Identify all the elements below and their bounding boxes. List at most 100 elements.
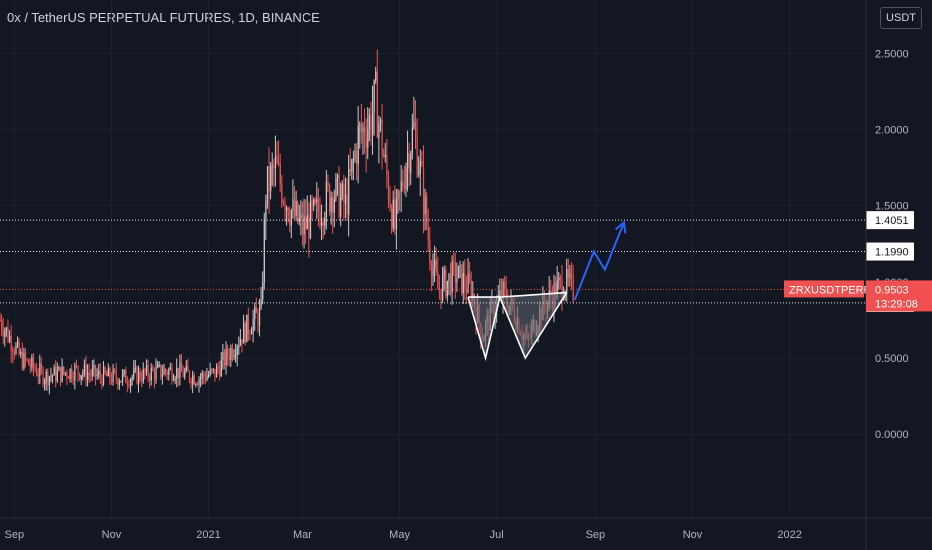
candle-body <box>435 259 437 273</box>
time-axis[interactable]: Sep Nov 2021 Mar May Jul Sep Nov 2022 <box>0 517 932 541</box>
candle-body <box>180 362 183 372</box>
candle-body <box>223 352 226 366</box>
candle-body <box>47 371 49 385</box>
candle-body <box>32 357 35 368</box>
candle-body <box>118 382 121 386</box>
candle-body <box>400 181 402 192</box>
candle-body <box>448 273 450 281</box>
candle-body <box>244 322 246 343</box>
candle-body <box>13 352 16 354</box>
candle-body <box>262 282 264 300</box>
symbol-tag-box <box>784 280 864 298</box>
grid-lines <box>0 0 866 518</box>
candle-body <box>410 154 412 173</box>
candle-body <box>26 359 28 361</box>
projection-path[interactable] <box>573 222 625 301</box>
candle-body <box>231 348 234 358</box>
candle-body <box>58 367 60 371</box>
candle-body <box>79 373 81 380</box>
pattern-triangle <box>499 292 567 359</box>
candle-body <box>427 225 429 241</box>
candle-body <box>461 264 463 294</box>
candle-body <box>434 259 436 268</box>
candle-body <box>453 261 455 263</box>
candle-body <box>246 314 248 343</box>
candle-body <box>311 200 313 207</box>
candle-body <box>281 183 283 203</box>
price-tick-label: 0.5000 <box>875 353 909 365</box>
candle-body <box>370 115 372 135</box>
candle-body <box>268 166 270 192</box>
candle-body <box>572 274 574 300</box>
time-tick-label: Sep <box>586 529 606 541</box>
candle-body <box>411 127 414 155</box>
candle-body <box>407 153 409 168</box>
candle-body <box>184 371 186 377</box>
candle-body <box>193 375 195 385</box>
candle-body <box>426 196 428 226</box>
candle-body <box>112 369 114 382</box>
candle-body <box>438 289 441 291</box>
candle-body <box>77 365 79 374</box>
candle-body <box>75 365 78 367</box>
candle-body <box>71 369 73 379</box>
candle-body <box>216 366 218 378</box>
candle-body <box>392 199 394 229</box>
candle-body <box>276 155 278 164</box>
candle-body <box>445 269 447 297</box>
candle-body <box>287 207 289 220</box>
candle-body <box>321 222 323 226</box>
candle-body <box>7 327 9 342</box>
price-tick-label: 2.0000 <box>875 125 909 137</box>
candle-body <box>80 375 82 380</box>
candle-body <box>155 367 157 380</box>
candle-body <box>110 378 113 382</box>
candle-body <box>236 347 238 356</box>
candle-body <box>249 332 251 335</box>
candle-body <box>376 71 378 138</box>
time-tick-label: Nov <box>683 529 703 541</box>
currency-button[interactable]: USDT <box>880 7 922 29</box>
candle-body <box>123 370 125 374</box>
candle-body <box>421 160 423 166</box>
projection-arrow[interactable] <box>573 220 627 301</box>
candle-body <box>429 240 431 265</box>
time-tick-label: Nov <box>102 529 122 541</box>
candle-body <box>204 376 207 381</box>
candle-body <box>367 129 369 148</box>
price-tags: ZRXUSDTPERP 0.9503 13:29:08 <box>0 280 932 312</box>
symbol-tag: ZRXUSDTPERP <box>789 284 871 296</box>
candle-body <box>271 165 273 167</box>
candle-body <box>50 375 52 377</box>
candle-body <box>174 378 176 380</box>
candle-body <box>168 369 170 375</box>
candle-body <box>163 369 165 375</box>
candle-body <box>122 373 124 381</box>
candle-body <box>106 373 108 377</box>
candle-body <box>386 154 388 176</box>
candle-body <box>270 166 272 192</box>
candle-body <box>457 265 460 279</box>
candle-body <box>177 367 179 379</box>
price-tick-label: 2.5000 <box>875 48 909 60</box>
candle-body <box>252 319 254 334</box>
candle-body <box>40 363 43 370</box>
candle-body <box>171 367 173 381</box>
candle-body <box>98 371 100 375</box>
candle-body <box>217 366 219 369</box>
candle-body <box>432 267 434 276</box>
candle-body <box>416 133 418 175</box>
candle-body <box>195 383 197 385</box>
candle-body <box>569 273 571 278</box>
candle-body <box>45 371 47 382</box>
double-bottom-pattern[interactable] <box>467 291 568 362</box>
candle-body <box>34 367 36 370</box>
candle-body <box>142 368 144 382</box>
chart-title: 0x / TetherUS PERPETUAL FUTURES, 1D, BIN… <box>7 10 320 25</box>
candle-body <box>254 307 256 320</box>
time-tick-label: Mar <box>293 529 312 541</box>
candle-body <box>128 384 130 387</box>
